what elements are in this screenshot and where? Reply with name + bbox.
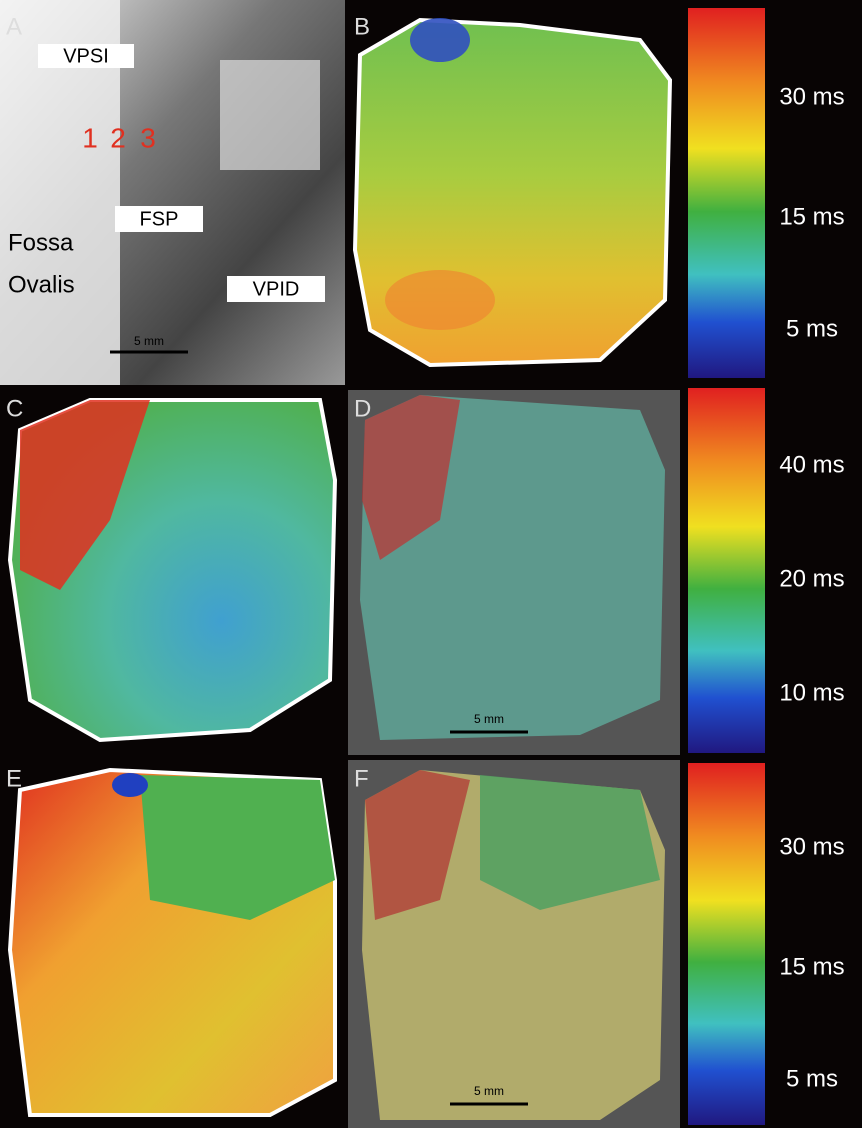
- annotation: Fossa: [8, 229, 74, 256]
- colorbar-label: 40 ms: [779, 451, 844, 478]
- scale-bar-label: 5 mm: [474, 1084, 504, 1098]
- annotation: VPSI: [63, 45, 109, 67]
- overlay-d-late: [362, 395, 460, 560]
- colorbar-label: 30 ms: [779, 83, 844, 110]
- panel-letter: D: [354, 395, 371, 422]
- colorbar-label: 5 ms: [786, 1065, 838, 1092]
- colorbar: [688, 8, 765, 378]
- colorbar: [688, 763, 765, 1125]
- panel-letter: A: [6, 13, 22, 40]
- annotation: 1: [82, 122, 98, 153]
- annotation: Ovalis: [8, 271, 75, 298]
- overlay-f-early: [480, 775, 660, 910]
- map-b-late: [385, 270, 495, 330]
- scale-bar-label: 5 mm: [134, 334, 164, 348]
- annotation: 2: [110, 122, 126, 153]
- label-box: [38, 44, 134, 68]
- label-box: [227, 276, 325, 302]
- colorbar-label: 10 ms: [779, 679, 844, 706]
- map-b-early: [410, 18, 470, 62]
- panel-letter: F: [354, 765, 369, 792]
- label-box: [115, 206, 203, 232]
- colorbar-label: 15 ms: [779, 203, 844, 230]
- annotation: 3: [140, 122, 156, 153]
- map-e-early: [140, 775, 335, 920]
- colorbar: [688, 388, 765, 753]
- map-e-blue: [112, 773, 148, 797]
- colorbar-label: 30 ms: [779, 833, 844, 860]
- panel-letter: C: [6, 395, 23, 422]
- map-c-late: [20, 400, 150, 590]
- photo-a-bright: [220, 60, 320, 170]
- colorbar-label: 20 ms: [779, 565, 844, 592]
- scale-bar-label: 5 mm: [474, 712, 504, 726]
- panel-letter: B: [354, 13, 370, 40]
- annotation: VPID: [253, 278, 300, 300]
- annotation: FSP: [140, 208, 179, 230]
- colorbar-label: 15 ms: [779, 953, 844, 980]
- colorbar-label: 5 ms: [786, 315, 838, 342]
- panel-letter: E: [6, 765, 22, 792]
- overlay-f-late: [365, 770, 470, 920]
